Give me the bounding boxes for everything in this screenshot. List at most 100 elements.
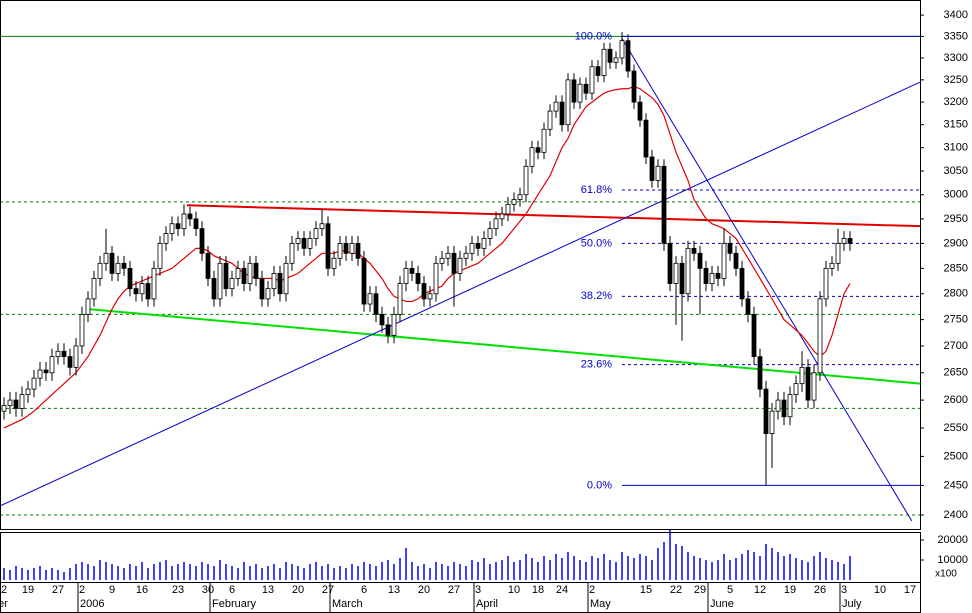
candle-body [679,262,685,295]
volume-bar [699,558,701,580]
candle-body [163,233,169,244]
volume-bar [591,556,593,580]
candle-body [91,278,97,300]
candle-body [37,369,43,379]
price-frame [0,0,921,530]
x-tick-label: 27 [52,584,64,596]
y-tick-label: 2750 [944,314,968,326]
candle-body [145,283,151,300]
volume-bar [33,568,35,580]
candle-body [793,383,799,395]
volume-bar [609,560,611,580]
volume-bar [87,564,89,580]
volume-bar [753,552,755,580]
candle-body [451,252,457,274]
month-label: April [476,598,498,610]
volume-bar [57,570,59,580]
x-tick-label: 24 [556,584,568,596]
volume-bar [117,566,119,580]
candle-body [655,165,661,181]
volume-bar [723,554,725,580]
volume-bar [843,564,845,580]
candle-body [805,366,811,401]
candle-body [739,267,745,300]
candle-body [73,345,79,368]
candle-body [427,293,433,300]
fib-label: 38.2% [581,290,612,302]
x-tick-label: 18 [532,584,544,596]
volume-bar [471,560,473,580]
volume-bar [165,560,167,580]
volume-bar [789,554,791,580]
volume-bar [519,560,521,580]
candle-body [109,252,115,274]
candle-body [265,288,271,300]
volume-bar [99,560,101,580]
volume-bar [393,564,395,580]
volume-bar [405,548,407,580]
y-tick-label: 2550 [944,422,968,434]
volume-bar [363,562,365,580]
x-tick-label: 17 [904,584,916,596]
volume-bar [141,562,143,580]
y-tick-label: 3000 [944,189,968,201]
x-tick-label: 29 [694,584,706,596]
volume-bar [651,560,653,580]
candle-body [43,369,49,374]
volume-bar [21,568,23,580]
candle-body [469,242,475,254]
volume-bar [675,544,677,580]
candle-body [181,213,187,230]
candle-body [151,267,157,300]
x-tick-label: 23 [172,584,184,596]
volume-bar [93,566,95,580]
volume-tick-label: 10000 [937,554,968,566]
x-tick-label: 2 [1,584,7,596]
volume-bar [441,564,443,580]
candle-body [667,242,673,284]
candle-body [775,399,781,412]
candle-body [709,272,715,284]
volume-bar [51,568,53,580]
volume-bar [297,566,299,580]
volume-bar [495,562,497,580]
volume-bar [237,568,239,580]
volume-bar [69,568,71,580]
candle-body [367,293,373,305]
volume-bar [81,562,83,580]
volume-bar [429,568,431,580]
volume-bar [153,564,155,580]
candle-body [337,242,343,259]
y-tick-label: 3200 [944,96,968,108]
candle-body [769,410,775,435]
y-tick-label: 2400 [944,509,968,521]
x-tick-label: 20 [292,584,304,596]
volume-bar [243,562,245,580]
candle-body [727,242,733,254]
volume-bar [423,564,425,580]
candle-body [601,48,607,76]
candle-body [343,242,349,254]
candle-body [211,278,217,300]
y-tick-label: 3100 [944,142,968,154]
x-tick-label: 20 [418,584,430,596]
volume-bar [777,552,779,580]
volume-bar [483,558,485,580]
volume-bar [387,560,389,580]
volume-bar [741,554,743,580]
volume-bar [27,570,29,580]
candle-body [55,350,61,358]
y-tick-label: 2500 [944,450,968,462]
candle-body [499,213,505,220]
x-tick-label: 10 [874,584,886,596]
volume-bar [105,562,107,580]
candle-body [13,399,19,409]
candle-body [763,388,769,435]
candle-body [703,267,709,284]
volume-bar [831,560,833,580]
candle-body [475,242,481,249]
candle-body [685,247,691,295]
candle-body [637,101,643,121]
fib-label: 61.8% [581,184,612,196]
candle-body [19,394,25,409]
